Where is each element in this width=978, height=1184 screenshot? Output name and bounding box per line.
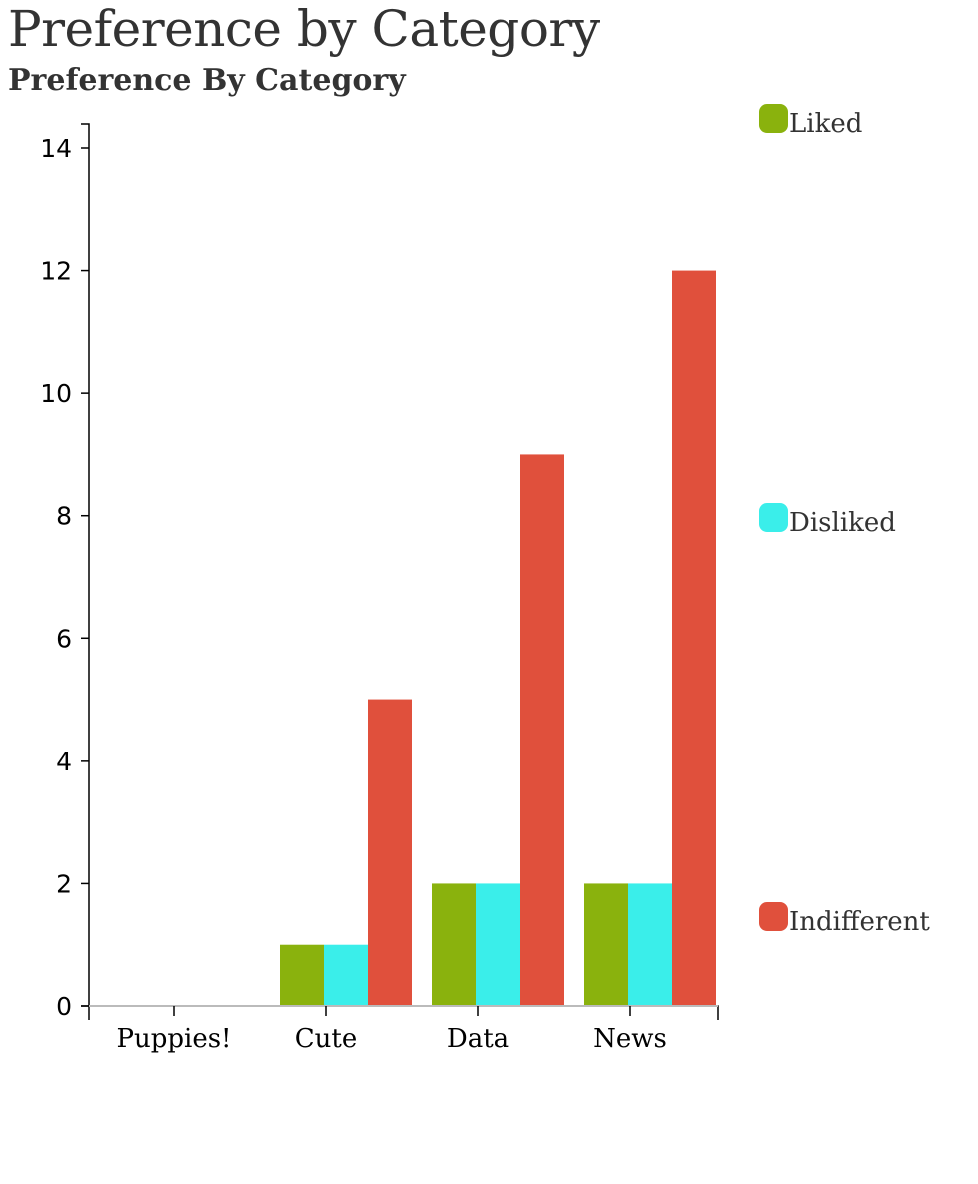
y-tick-label: 0 bbox=[56, 992, 72, 1021]
legend: Liked Disliked Indifferent bbox=[759, 104, 930, 937]
bar-series bbox=[280, 270, 716, 1007]
bar-indifferent-data bbox=[520, 454, 564, 1006]
x-tick-label: Data bbox=[447, 1024, 509, 1054]
y-tick-label: 4 bbox=[56, 747, 72, 776]
chart-title: Preference by Category bbox=[8, 0, 600, 58]
legend-label-liked: Liked bbox=[789, 109, 862, 139]
bar-liked-data bbox=[432, 883, 476, 1006]
legend-label-indifferent: Indifferent bbox=[789, 907, 930, 937]
y-tick-label: 14 bbox=[40, 134, 72, 163]
x-tick-label: News bbox=[593, 1024, 667, 1054]
bar-liked-news bbox=[584, 883, 628, 1006]
y-axis-line bbox=[81, 123, 90, 1007]
bar-indifferent-news bbox=[672, 270, 716, 1007]
x-tick-label: Cute bbox=[295, 1024, 357, 1054]
bar-disliked-news bbox=[628, 883, 672, 1006]
legend-swatch-disliked bbox=[759, 503, 788, 532]
bar-disliked-data bbox=[476, 883, 520, 1006]
bar-indifferent-cute bbox=[368, 699, 412, 1006]
y-tick-label: 2 bbox=[56, 869, 72, 898]
bar-disliked-cute bbox=[324, 944, 368, 1006]
chart-subtitle: Preference By Category bbox=[8, 63, 406, 98]
x-tick-label: Puppies! bbox=[116, 1024, 231, 1054]
legend-swatch-liked bbox=[759, 104, 788, 133]
legend-swatch-indifferent bbox=[759, 902, 788, 931]
x-axis-line bbox=[88, 1005, 719, 1020]
legend-label-disliked: Disliked bbox=[789, 508, 896, 538]
y-tick-label: 10 bbox=[40, 379, 72, 408]
bar-liked-cute bbox=[280, 944, 324, 1006]
y-tick-label: 8 bbox=[56, 502, 72, 531]
y-tick-label: 6 bbox=[56, 624, 72, 653]
y-axis: 0 2 4 6 8 10 12 14 bbox=[40, 123, 90, 1021]
y-tick-label: 12 bbox=[40, 257, 72, 286]
x-axis: Puppies! Cute Data News bbox=[88, 1005, 719, 1054]
